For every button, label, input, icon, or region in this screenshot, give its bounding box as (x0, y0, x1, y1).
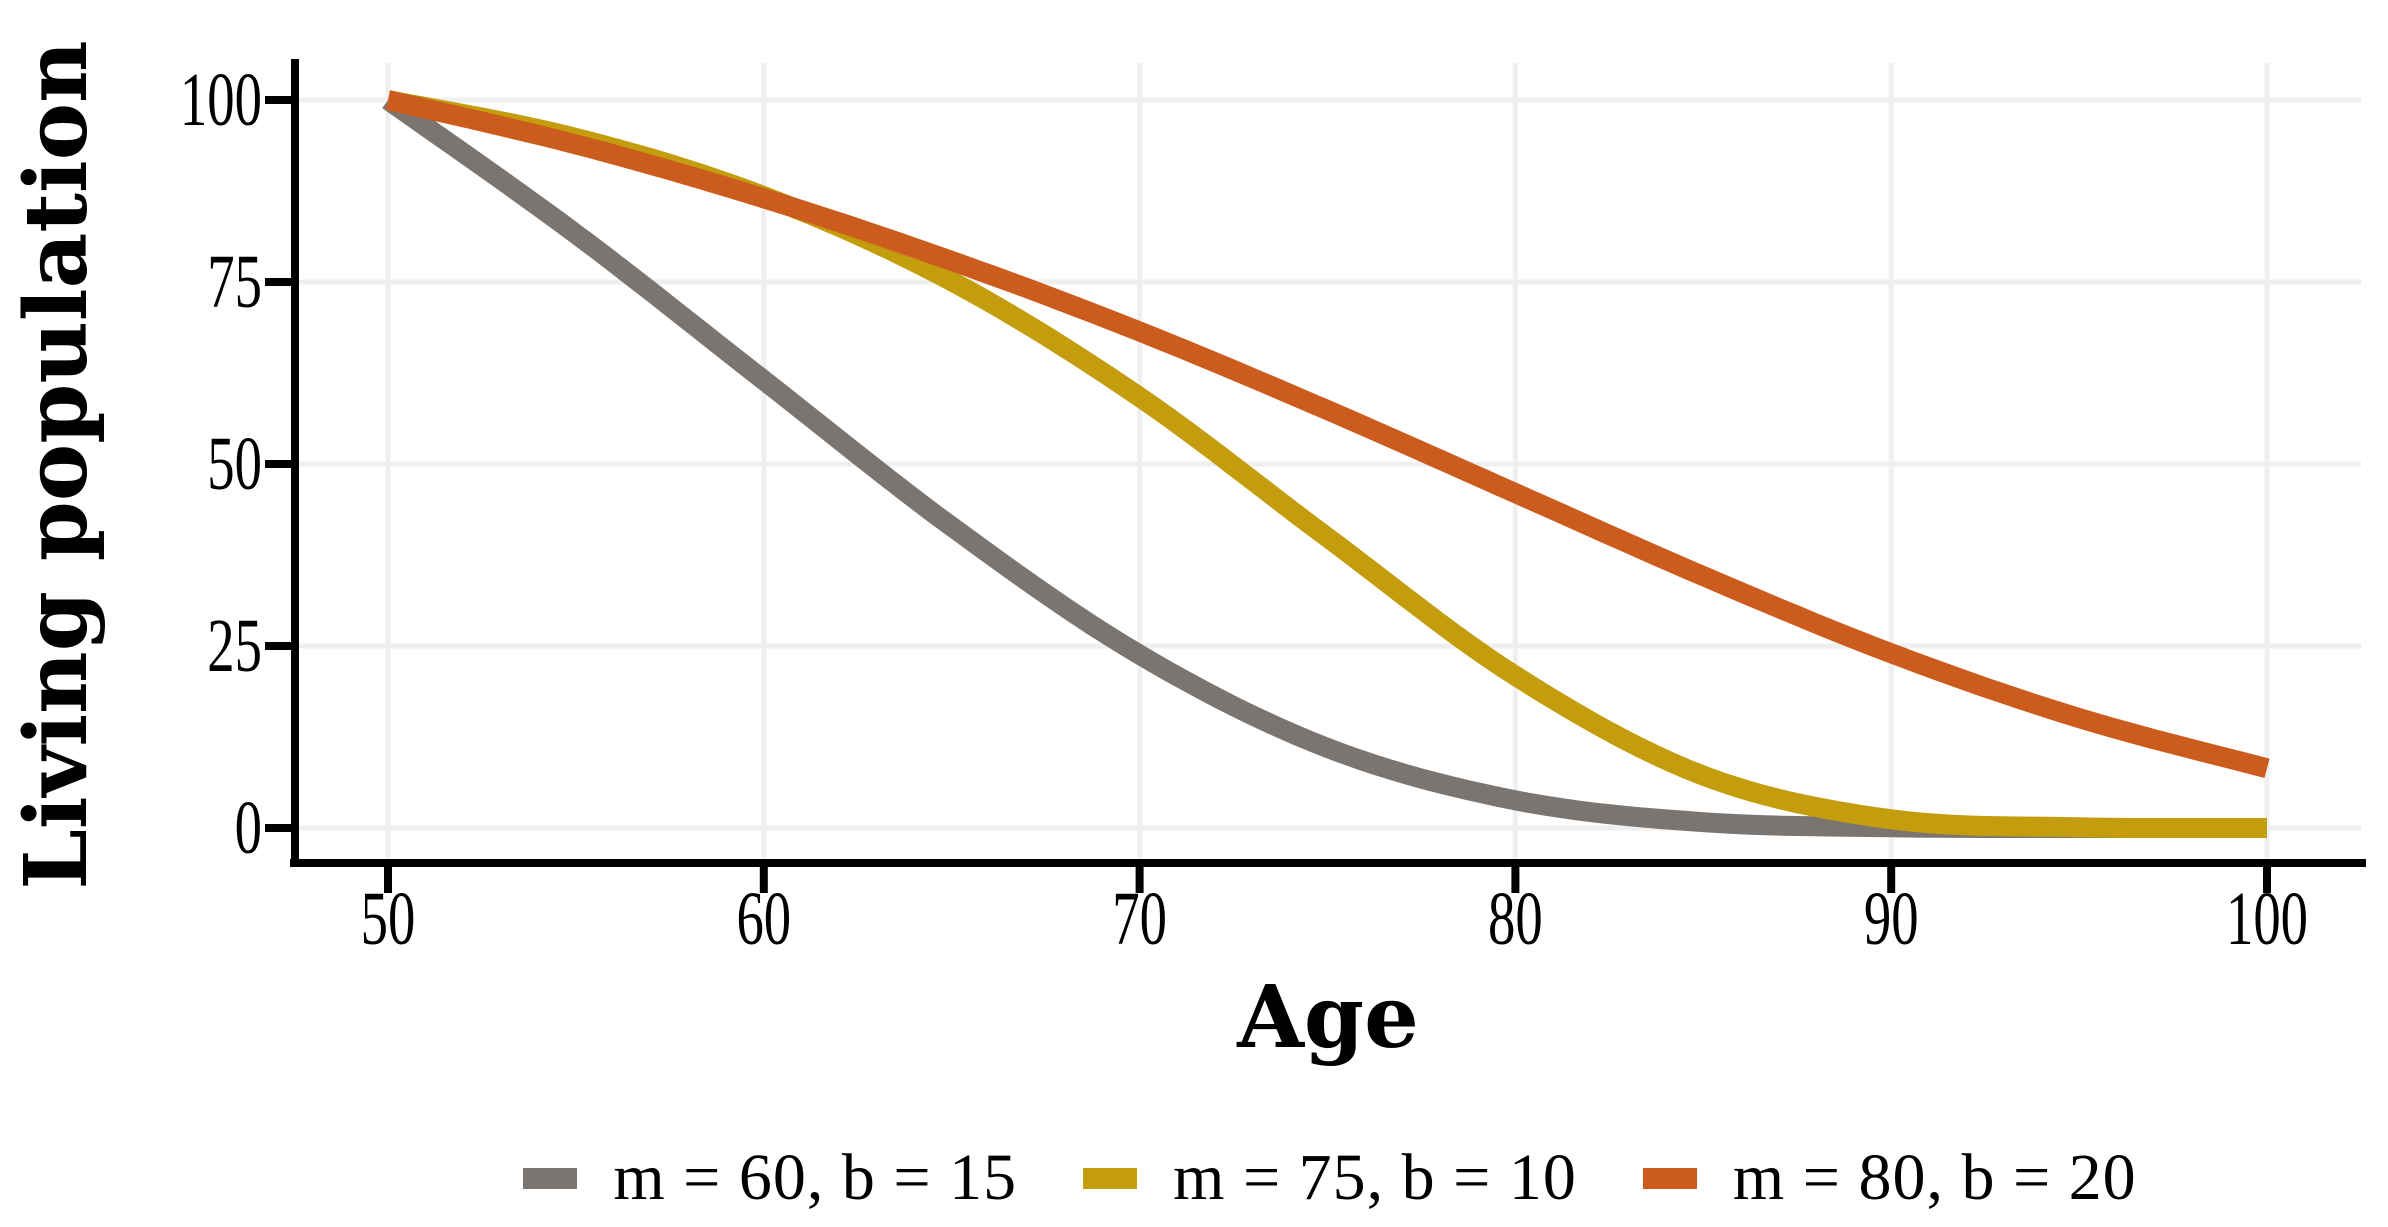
legend-item: m = 60, b = 15 (523, 1145, 1017, 1211)
plot-area: 50 60 70 80 90 100 0 25 50 75 100 (180, 58, 2366, 961)
legend-item-label: m = 60, b = 15 (613, 1141, 1018, 1214)
x-axis-title: Age (1237, 967, 1419, 1068)
x-tick-label: 90 (1864, 877, 1919, 961)
legend-item: m = 80, b = 20 (1642, 1141, 2137, 1214)
x-tick-label: 80 (1488, 877, 1543, 961)
x-tick-label: 100 (2226, 877, 2308, 961)
y-tick-label: 25 (207, 604, 262, 688)
legend-item: m = 75, b = 10 (1083, 1145, 1577, 1211)
x-tick-label: 70 (1112, 877, 1167, 961)
legend-key-swatch (1642, 1167, 1697, 1189)
x-tick-label: 60 (736, 877, 791, 961)
y-axis-title: Living population (6, 40, 107, 890)
series-line (385, 90, 2270, 778)
y-tick-label: 75 (207, 240, 262, 324)
legend-key-swatch (1083, 1167, 1138, 1189)
y-tick-label: 100 (180, 58, 262, 142)
legend-item-label: m = 80, b = 20 (1732, 1141, 2137, 1214)
y-tick-label: 50 (207, 422, 262, 506)
y-tick-label: 0 (235, 786, 262, 870)
legend-key-swatch (523, 1167, 578, 1189)
x-tick-label: 50 (361, 877, 416, 961)
legend-item-label: m = 75, b = 10 (1173, 1141, 1577, 1214)
legend: m = 60, b = 15 m = 75, b = 10 m = 80, b = … (295, 1138, 2365, 1218)
